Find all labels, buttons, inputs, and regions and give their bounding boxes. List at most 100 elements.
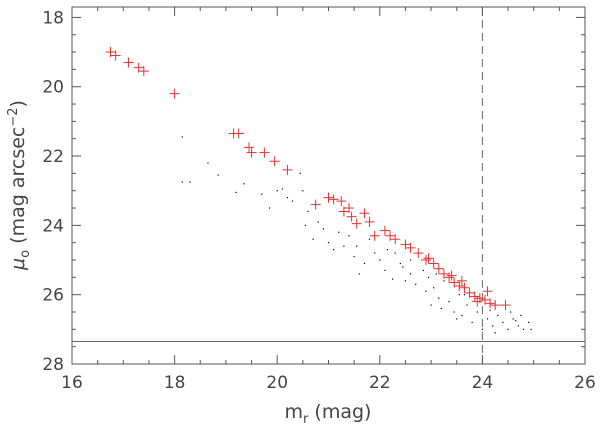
- dot-marker: [435, 273, 437, 275]
- dot-marker: [497, 314, 499, 317]
- dot-marker: [438, 297, 440, 299]
- plus-marker: [328, 194, 339, 205]
- dot-marker: [353, 255, 355, 258]
- plus-marker: [472, 296, 483, 307]
- dot-marker: [510, 311, 512, 313]
- dot-marker: [443, 280, 445, 282]
- reference-lines: [72, 7, 585, 364]
- x-axis-label-sub: r: [303, 412, 309, 427]
- x-tick-label: 24: [472, 373, 494, 393]
- dot-marker: [492, 325, 494, 327]
- dot-marker: [343, 245, 345, 247]
- dot-marker: [522, 328, 525, 330]
- x-tick-label: 26: [574, 373, 596, 393]
- plus-marker: [479, 294, 490, 305]
- dot-marker: [386, 249, 389, 251]
- x-tick-label: 20: [266, 373, 288, 393]
- dot-marker: [394, 252, 396, 254]
- dot-marker: [356, 245, 358, 247]
- dot-marker: [286, 197, 289, 199]
- dot-marker: [430, 304, 432, 306]
- plus-marker: [344, 203, 355, 214]
- dot-marker: [384, 269, 386, 272]
- axis-ticks: [71, 7, 586, 365]
- dot-marker: [217, 174, 219, 176]
- x-tick-label: 22: [369, 373, 391, 393]
- dot-marker: [486, 318, 489, 320]
- dot-marker: [392, 278, 394, 280]
- dot-marker: [409, 259, 412, 261]
- dot-marker: [512, 318, 514, 320]
- dot-marker: [458, 294, 460, 296]
- plot-frame: [71, 6, 586, 365]
- y-tick-label: 20: [42, 78, 64, 98]
- y-tick-label: 24: [42, 216, 64, 236]
- dot-marker: [399, 262, 401, 265]
- plus-marker: [351, 218, 362, 229]
- dot-marker: [440, 307, 442, 310]
- plus-marker: [459, 282, 470, 293]
- dot-marker: [402, 266, 404, 268]
- plus-marker: [243, 142, 254, 153]
- dot-marker: [481, 328, 483, 330]
- plus-marker: [444, 272, 455, 283]
- plus-marker: [346, 211, 357, 222]
- dot-marker: [433, 287, 435, 289]
- plus-marker: [336, 196, 347, 207]
- dot-marker: [466, 304, 468, 306]
- plus-marker: [379, 225, 390, 236]
- plus-marker: [110, 50, 121, 61]
- dot-marker: [333, 249, 335, 251]
- plus-marker: [169, 88, 180, 99]
- y-axis-label-pre: (mag arcsec: [7, 127, 29, 244]
- dot-marker: [427, 276, 430, 278]
- dot-marker: [348, 235, 350, 237]
- plus-marker: [246, 147, 257, 158]
- plus-marker: [385, 230, 396, 241]
- dot-marker: [338, 231, 340, 233]
- y-axis-label: μo (mag arcsec−2): [6, 100, 33, 271]
- dot-marker: [456, 318, 458, 320]
- plus-marker: [438, 268, 449, 279]
- dot-marker: [404, 280, 407, 282]
- dot-marker: [415, 283, 417, 285]
- plus-marker: [369, 230, 380, 241]
- dot-marker: [409, 273, 412, 275]
- y-tick-label: 28: [42, 355, 64, 375]
- plus-marker: [405, 242, 416, 253]
- plus-marker: [233, 128, 244, 139]
- data-points: [105, 47, 532, 334]
- plus-marker: [323, 192, 334, 203]
- plus-marker: [413, 248, 424, 259]
- dot-marker: [517, 325, 519, 327]
- plus-marker: [456, 275, 467, 286]
- plus-marker: [269, 156, 280, 167]
- plus-marker: [359, 208, 370, 219]
- plus-marker: [390, 234, 401, 245]
- dot-marker: [312, 238, 314, 240]
- dot-marker: [368, 238, 371, 240]
- plus-marker: [433, 263, 444, 274]
- plus-marker: [446, 270, 457, 281]
- dot-marker: [489, 309, 491, 311]
- tick-labels: 16 18 20 22 24 26 18 20 22 24 26 28: [42, 8, 595, 393]
- y-tick-label: 22: [42, 147, 64, 167]
- dot-marker: [322, 228, 324, 230]
- x-axis-label-tail: (mag): [308, 401, 371, 423]
- x-axis-label-main: m: [285, 401, 304, 423]
- dot-marker: [327, 242, 330, 244]
- plus-marker: [469, 291, 480, 302]
- x-axis-label: mr (mag): [285, 401, 372, 427]
- dot-marker: [527, 321, 530, 324]
- dot-marker: [502, 321, 504, 324]
- plus-marker: [428, 258, 439, 269]
- dot-marker: [453, 311, 455, 313]
- plus-marker: [454, 281, 465, 292]
- plus-marker: [338, 206, 349, 217]
- dot-marker: [261, 193, 263, 195]
- dot-marker: [476, 311, 478, 313]
- dot-marker: [268, 207, 271, 209]
- dot-marker: [189, 181, 191, 183]
- dot-marker: [181, 181, 183, 183]
